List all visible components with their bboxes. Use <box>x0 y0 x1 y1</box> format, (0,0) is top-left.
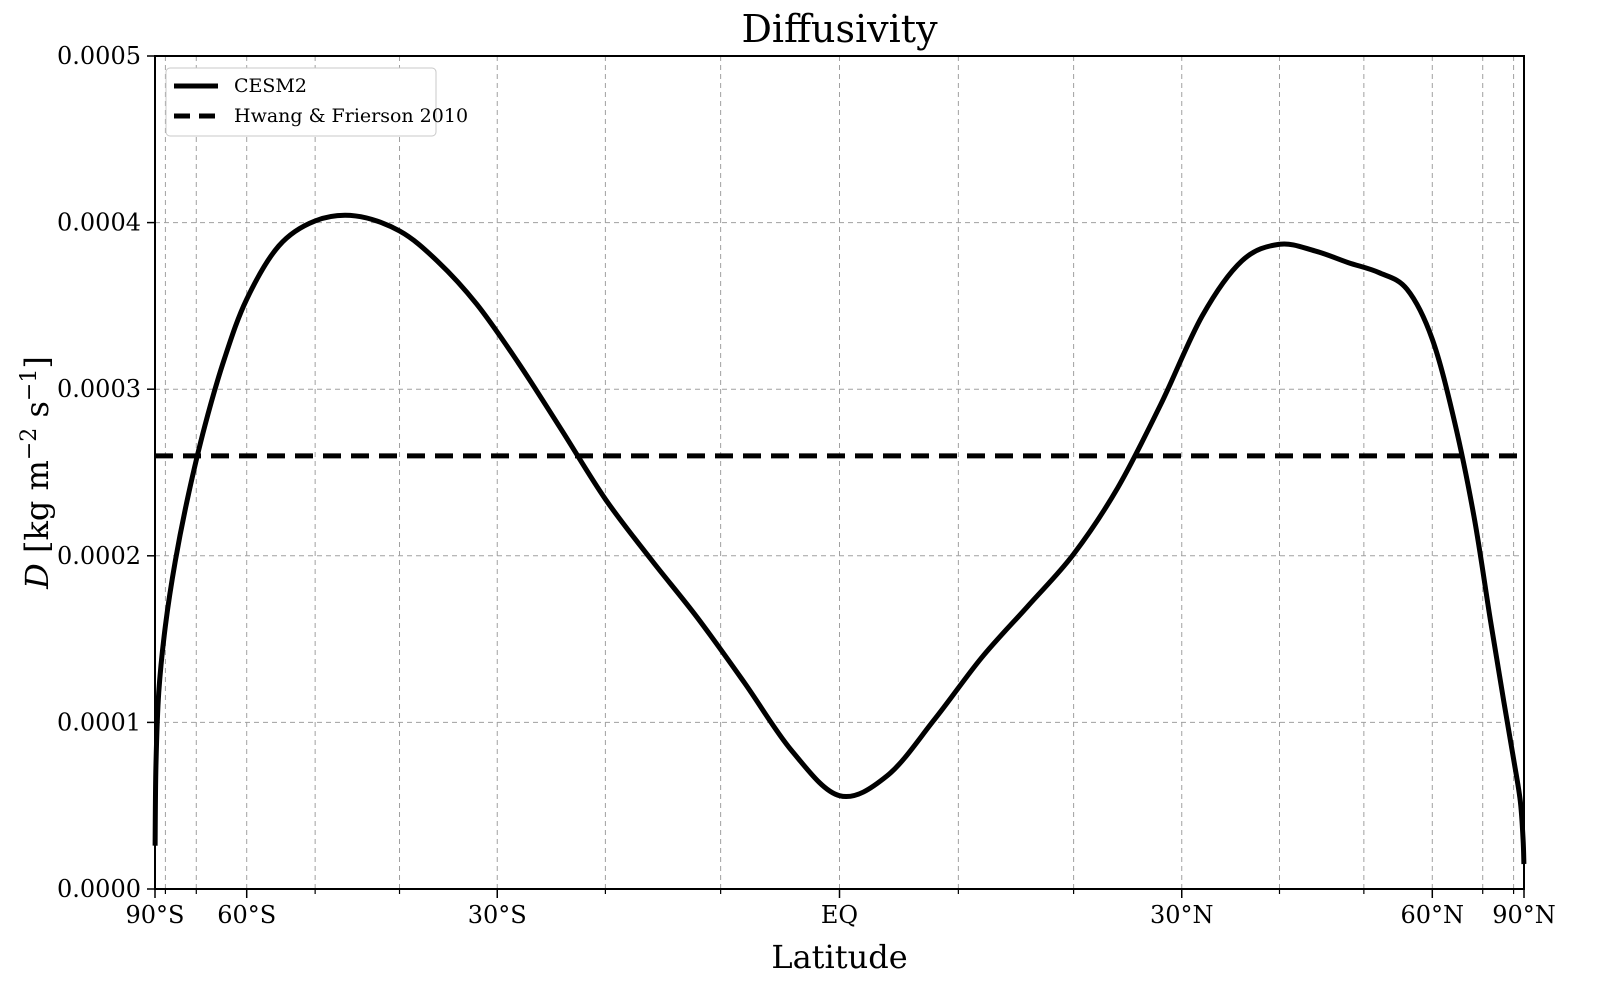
x-tick-label: 60°N <box>1401 901 1465 929</box>
legend-label-hwang-frierson: Hwang & Frierson 2010 <box>234 105 468 127</box>
x-tick-label: 90°S <box>126 901 185 929</box>
y-tick-label: 0.0005 <box>57 42 141 70</box>
legend: CESM2 Hwang & Frierson 2010 <box>165 67 468 137</box>
x-tick-label: 30°S <box>468 901 527 929</box>
x-tick-label: 90°N <box>1492 901 1556 929</box>
x-tick-label: EQ <box>821 901 858 929</box>
y-tick-label: 0.0004 <box>57 209 141 237</box>
series-layer <box>152 212 1527 865</box>
y-axis-label: D [kg m−2 s−1] <box>17 356 57 590</box>
chart-title: Diffusivity <box>741 7 938 51</box>
series-line-cesm2 <box>152 212 1527 865</box>
y-tick-label: 0.0001 <box>57 708 141 736</box>
x-tick-label: 30°N <box>1150 901 1214 929</box>
y-tick-label: 0.0000 <box>57 875 141 903</box>
y-tick-label: 0.0003 <box>57 375 141 403</box>
x-tick-label: 60°S <box>217 901 276 929</box>
legend-box <box>165 67 437 137</box>
ticks: 0.0000 0.0001 0.0002 0.0003 0.0004 0.0005 90°S… <box>57 42 1556 929</box>
x-axis-label: Latitude <box>771 938 907 976</box>
grid <box>154 55 1525 890</box>
y-tick-label: 0.0002 <box>57 542 141 570</box>
legend-label-cesm2: CESM2 <box>234 75 307 97</box>
